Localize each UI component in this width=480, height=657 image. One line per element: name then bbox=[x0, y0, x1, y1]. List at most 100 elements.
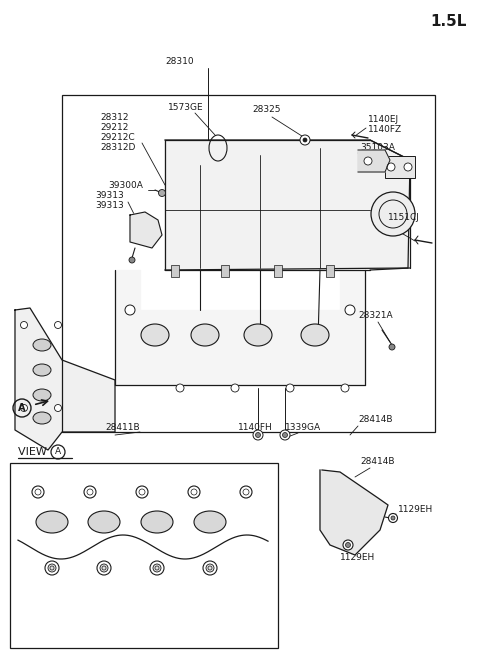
Circle shape bbox=[55, 405, 61, 411]
Circle shape bbox=[280, 430, 290, 440]
Circle shape bbox=[283, 432, 288, 438]
Bar bbox=[171, 265, 179, 277]
Text: 1573GE: 1573GE bbox=[168, 104, 204, 112]
Text: 39313: 39313 bbox=[95, 202, 124, 210]
Text: 1129EH: 1129EH bbox=[398, 505, 433, 514]
Text: 1140FH: 1140FH bbox=[28, 633, 59, 643]
Text: 1140FH: 1140FH bbox=[128, 633, 158, 643]
Text: 28321A: 28321A bbox=[358, 311, 393, 319]
Text: 28312D: 28312D bbox=[100, 143, 135, 152]
Text: 28411B: 28411B bbox=[105, 424, 140, 432]
Circle shape bbox=[240, 486, 252, 498]
Text: 1140FH: 1140FH bbox=[58, 466, 88, 474]
Text: 1129EH: 1129EH bbox=[340, 553, 375, 562]
Text: 1339GA: 1339GA bbox=[208, 466, 240, 474]
Circle shape bbox=[341, 384, 349, 392]
Text: 1140EJ: 1140EJ bbox=[368, 116, 399, 124]
Bar bbox=[10, 463, 278, 648]
Circle shape bbox=[286, 384, 294, 392]
Circle shape bbox=[150, 561, 164, 575]
Circle shape bbox=[45, 561, 59, 575]
Text: 28325: 28325 bbox=[252, 106, 280, 114]
Polygon shape bbox=[358, 150, 390, 172]
Circle shape bbox=[303, 138, 307, 142]
Text: 28310: 28310 bbox=[166, 58, 194, 66]
Circle shape bbox=[371, 192, 415, 236]
Circle shape bbox=[389, 344, 395, 350]
Ellipse shape bbox=[36, 511, 68, 533]
Circle shape bbox=[404, 163, 412, 171]
Polygon shape bbox=[165, 140, 410, 270]
Circle shape bbox=[206, 564, 214, 572]
Text: 29212C: 29212C bbox=[100, 133, 134, 143]
Text: 1140FH: 1140FH bbox=[158, 466, 188, 474]
Text: 39300A: 39300A bbox=[108, 181, 143, 189]
Text: 1339GA: 1339GA bbox=[14, 466, 46, 474]
Circle shape bbox=[345, 305, 355, 315]
Text: VIEW: VIEW bbox=[18, 447, 50, 457]
Circle shape bbox=[346, 543, 350, 547]
Circle shape bbox=[391, 516, 395, 520]
Ellipse shape bbox=[33, 389, 51, 401]
Circle shape bbox=[364, 157, 372, 165]
Ellipse shape bbox=[191, 324, 219, 346]
Circle shape bbox=[153, 564, 161, 572]
Circle shape bbox=[125, 305, 135, 315]
Circle shape bbox=[203, 561, 217, 575]
Circle shape bbox=[388, 514, 397, 522]
Text: 1151CJ: 1151CJ bbox=[388, 214, 420, 223]
Text: A: A bbox=[55, 447, 61, 457]
Polygon shape bbox=[320, 470, 388, 555]
Ellipse shape bbox=[141, 324, 169, 346]
Text: 29212: 29212 bbox=[100, 124, 128, 133]
Circle shape bbox=[253, 430, 263, 440]
Circle shape bbox=[97, 561, 111, 575]
Ellipse shape bbox=[244, 324, 272, 346]
Polygon shape bbox=[115, 270, 365, 385]
Circle shape bbox=[176, 384, 184, 392]
Text: 1140FH: 1140FH bbox=[178, 633, 208, 643]
Text: 1.5L: 1.5L bbox=[430, 14, 467, 30]
Circle shape bbox=[55, 321, 61, 328]
Text: 28414B: 28414B bbox=[358, 415, 393, 424]
Text: 1140FZ: 1140FZ bbox=[368, 125, 402, 135]
Circle shape bbox=[100, 564, 108, 572]
Polygon shape bbox=[15, 308, 115, 450]
Text: 1339GA: 1339GA bbox=[108, 466, 140, 474]
Text: 28414B: 28414B bbox=[360, 457, 395, 466]
Circle shape bbox=[343, 540, 353, 550]
Text: 1339GA: 1339GA bbox=[285, 424, 321, 432]
Circle shape bbox=[300, 135, 310, 145]
Text: 1140FH: 1140FH bbox=[78, 633, 108, 643]
Circle shape bbox=[158, 189, 166, 196]
Circle shape bbox=[136, 486, 148, 498]
Circle shape bbox=[21, 321, 27, 328]
Circle shape bbox=[48, 564, 56, 572]
Ellipse shape bbox=[33, 364, 51, 376]
Circle shape bbox=[129, 257, 135, 263]
Ellipse shape bbox=[33, 412, 51, 424]
Text: A: A bbox=[18, 403, 26, 413]
Text: 28312: 28312 bbox=[100, 114, 129, 122]
Ellipse shape bbox=[33, 339, 51, 351]
Circle shape bbox=[21, 405, 27, 411]
Ellipse shape bbox=[194, 511, 226, 533]
Circle shape bbox=[188, 486, 200, 498]
Bar bbox=[326, 265, 334, 277]
Bar bbox=[62, 95, 435, 432]
Text: 39313: 39313 bbox=[95, 191, 124, 200]
Text: 35103A: 35103A bbox=[360, 143, 395, 152]
Text: 1140FH: 1140FH bbox=[238, 424, 273, 432]
Bar bbox=[385, 156, 415, 178]
Bar bbox=[221, 265, 229, 277]
Circle shape bbox=[231, 384, 239, 392]
Bar bbox=[274, 265, 282, 277]
Ellipse shape bbox=[141, 511, 173, 533]
Circle shape bbox=[32, 486, 44, 498]
Polygon shape bbox=[130, 212, 162, 248]
Circle shape bbox=[387, 163, 395, 171]
Ellipse shape bbox=[88, 511, 120, 533]
Circle shape bbox=[255, 432, 261, 438]
Circle shape bbox=[84, 486, 96, 498]
Ellipse shape bbox=[301, 324, 329, 346]
